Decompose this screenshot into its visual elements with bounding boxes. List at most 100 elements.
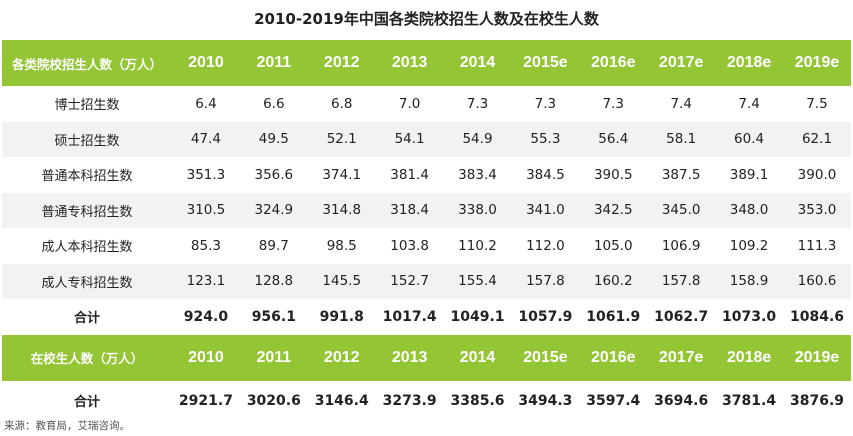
table-cell-value: 6.8 [330,95,353,112]
table-cell-value: 390.5 [593,166,633,183]
table-cell-value: 1057.9 [518,308,573,325]
row-label: 硕士招生数 [54,133,120,149]
table-cell-value: 106.9 [661,237,701,254]
data-table: 各类院校招生人数（万人） 2010 2011 2012 2013 2014 2015e 201… [2,40,851,421]
column-header-year: 2017e [658,348,704,366]
table-cell-value: 1049.1 [450,308,505,325]
section-header-row: 各类院校招生人数（万人） 2010 2011 2012 2013 2014 2015e 201… [2,40,851,86]
table-cell-value: 157.8 [661,273,701,290]
table-cell-value: 110.2 [458,237,497,254]
column-header-year: 2013 [391,348,428,366]
table-cell-value: 56.4 [598,131,629,148]
row-label: 成人本科招生数 [41,240,133,256]
table-cell-value: 384.5 [526,166,565,183]
table-cell-value: 348.0 [729,202,769,219]
table-cell-value: 1061.9 [586,308,641,325]
table-cell-value: 341.0 [526,202,565,219]
table-cell-value: 54.9 [462,131,493,148]
table-cell-value: 103.8 [390,237,429,254]
table-cell-value: 60.4 [734,131,765,148]
table-cell-value: 342.5 [593,202,633,219]
column-header-year: 2016e [591,54,636,71]
table-cell-value: 158.9 [729,273,769,290]
column-header-year: 2019e [794,348,840,366]
chart-title: 2010-2019年中国各类院校招生人数及在校生人数 [254,10,599,28]
column-header-year: 2017e [658,54,704,71]
table-cell-value: 351.3 [186,166,226,183]
table-cell-value: 160.2 [593,273,633,290]
table-cell-value: 3273.9 [382,392,437,409]
table-cell-value: 128.8 [254,273,294,290]
table-cell-value: 338.0 [458,202,497,219]
row-label: 成人专科招生数 [41,275,133,291]
table-cell-value: 6.4 [195,95,217,112]
table-cell-value: 109.2 [729,237,769,254]
table-cell-value: 152.7 [390,273,429,290]
table-cell-value: 383.4 [458,166,497,183]
table-cell-value: 387.5 [661,166,701,183]
table-cell-value: 390.0 [797,166,837,183]
table-cell-value: 345.0 [661,202,701,219]
table-cell-value: 52.1 [326,131,357,148]
table-cell-value: 3876.9 [789,392,845,409]
table-cell-value: 2921.7 [178,392,233,409]
table-cell-value: 353.0 [797,202,837,219]
table-cell-value: 389.1 [729,166,769,183]
table-cell-value: 58.1 [666,131,697,148]
column-header-year: 2015e [523,348,568,366]
table-cell-value: 3694.6 [654,392,709,409]
source-note: 来源：教育局，艾瑞咨询。 [4,420,130,432]
table-row: 成人专科招生数 123.1 128.8 145.5 152.7 155.4 157.8 160… [2,263,851,299]
table-cell-value: 47.4 [190,131,221,148]
section-header-label: 在校生人数（万人） [30,351,144,366]
total-row: 合计 2921.7 3020.6 3146.4 3273.9 3385.6 3494.3 35… [2,381,851,421]
row-label: 博士招生数 [54,98,120,114]
table-row: 博士招生数 6.4 6.6 6.8 7.0 7.3 7.3 7.3 7.4 7.4 7.5 [2,86,851,122]
column-header-year: 2018e [726,54,772,71]
table-cell-value: 105.0 [593,237,633,254]
column-header-year: 2018e [726,348,772,366]
table-cell-value: 1017.4 [382,308,437,325]
table-cell-value: 3494.3 [518,392,573,409]
table-cell-value: 7.4 [738,95,760,112]
column-header-year: 2012 [323,348,360,366]
table-cell-value: 155.4 [458,273,497,290]
table-cell-value: 314.8 [322,202,362,219]
table-cell-value: 3020.6 [246,392,301,409]
table-cell-value: 112.0 [526,237,565,254]
table-cell-value: 160.6 [797,273,837,290]
table-cell-value: 89.7 [258,237,289,254]
table-cell-value: 3146.4 [314,392,369,409]
table-cell-value: 3597.4 [586,392,641,409]
table-cell-value: 54.1 [394,131,425,148]
table-cell-value: 7.0 [398,95,421,112]
table-row: 普通专科招生数 310.5 324.9 314.8 318.4 338.0 341.0 342… [2,192,851,228]
table-cell-value: 7.5 [806,95,828,112]
table-row: 普通本科招生数 351.3 356.6 374.1 381.4 383.4 384.5 390… [2,157,851,193]
column-header-year: 2014 [459,348,496,366]
column-header-year: 2014 [459,54,496,71]
table-cell-value: 1062.7 [654,308,709,325]
table-cell-value: 1084.6 [789,308,845,325]
table-cell-value: 991.8 [319,308,364,325]
column-header-year: 2019e [794,54,840,71]
table-cell-value: 49.5 [258,131,289,148]
table-cell-value: 324.9 [254,202,294,219]
table-cell-value: 356.6 [254,166,294,183]
row-label: 普通专科招生数 [41,204,133,220]
column-header-year: 2016e [591,348,636,366]
table-cell-value: 62.1 [801,131,833,148]
table-cell-value: 111.3 [797,237,837,254]
table-cell-value: 123.1 [186,273,226,290]
column-header-year: 2011 [256,54,292,71]
table-row: 成人本科招生数 85.3 89.7 98.5 103.8 110.2 112.0 105.0 1… [2,228,851,264]
table-cell-value: 55.3 [530,131,561,148]
table-cell-value: 6.6 [263,95,285,112]
column-header-year: 2012 [323,54,360,71]
table-cell-value: 318.4 [390,202,429,219]
table-cell-value: 145.5 [322,273,362,290]
table-cell-value: 7.3 [466,95,489,112]
table-row: 硕士招生数 47.4 49.5 52.1 54.1 54.9 55.3 56.4 58.1 60.… [2,121,851,157]
row-label: 合计 [73,395,100,410]
table-cell-value: 924.0 [183,308,229,325]
